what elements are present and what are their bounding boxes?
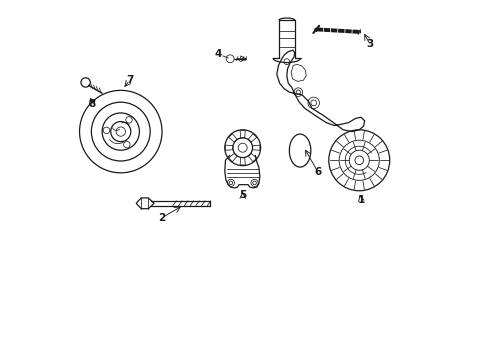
Text: 8: 8 xyxy=(88,99,96,109)
Circle shape xyxy=(226,55,234,63)
Text: 6: 6 xyxy=(314,167,321,177)
Text: 7: 7 xyxy=(126,75,133,85)
Text: 5: 5 xyxy=(239,190,246,200)
Text: 4: 4 xyxy=(214,49,222,59)
Text: 1: 1 xyxy=(357,195,364,205)
Circle shape xyxy=(81,78,90,87)
Text: 3: 3 xyxy=(366,40,373,49)
Text: 2: 2 xyxy=(158,213,165,222)
